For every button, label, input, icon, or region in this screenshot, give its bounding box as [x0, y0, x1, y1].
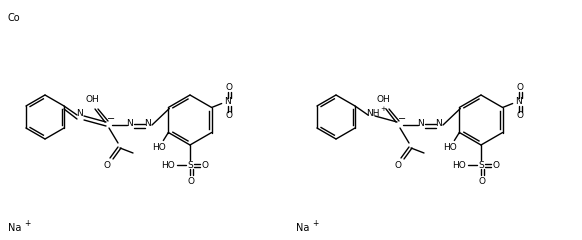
- Text: +: +: [312, 220, 318, 228]
- Text: N: N: [435, 119, 442, 127]
- Text: HO: HO: [152, 143, 166, 152]
- Text: N: N: [224, 97, 231, 106]
- Text: O: O: [104, 161, 111, 169]
- Text: S: S: [478, 161, 484, 169]
- Text: +: +: [24, 220, 30, 228]
- Text: −: −: [107, 114, 115, 124]
- Text: NH: NH: [366, 108, 379, 118]
- Text: O: O: [478, 176, 485, 186]
- Text: OH: OH: [85, 95, 99, 103]
- Text: Na: Na: [8, 223, 22, 233]
- Text: O: O: [516, 111, 523, 120]
- Text: O: O: [492, 161, 499, 169]
- Text: HO: HO: [452, 161, 466, 169]
- Text: S: S: [187, 161, 193, 169]
- Text: N: N: [144, 119, 151, 127]
- Text: Co: Co: [8, 13, 20, 23]
- Text: OH: OH: [376, 95, 390, 103]
- Text: O: O: [201, 161, 208, 169]
- Text: −: −: [398, 114, 406, 124]
- Text: N: N: [515, 97, 522, 106]
- Text: N: N: [127, 119, 133, 127]
- Text: O: O: [225, 83, 232, 92]
- Text: HO: HO: [443, 143, 457, 152]
- Text: HO: HO: [161, 161, 175, 169]
- Text: O: O: [225, 111, 232, 120]
- Text: N: N: [77, 109, 83, 119]
- Text: O: O: [395, 161, 402, 169]
- Text: O: O: [187, 176, 194, 186]
- Text: Na: Na: [296, 223, 310, 233]
- Text: N: N: [418, 119, 424, 127]
- Text: +: +: [380, 106, 386, 112]
- Text: O: O: [516, 83, 523, 92]
